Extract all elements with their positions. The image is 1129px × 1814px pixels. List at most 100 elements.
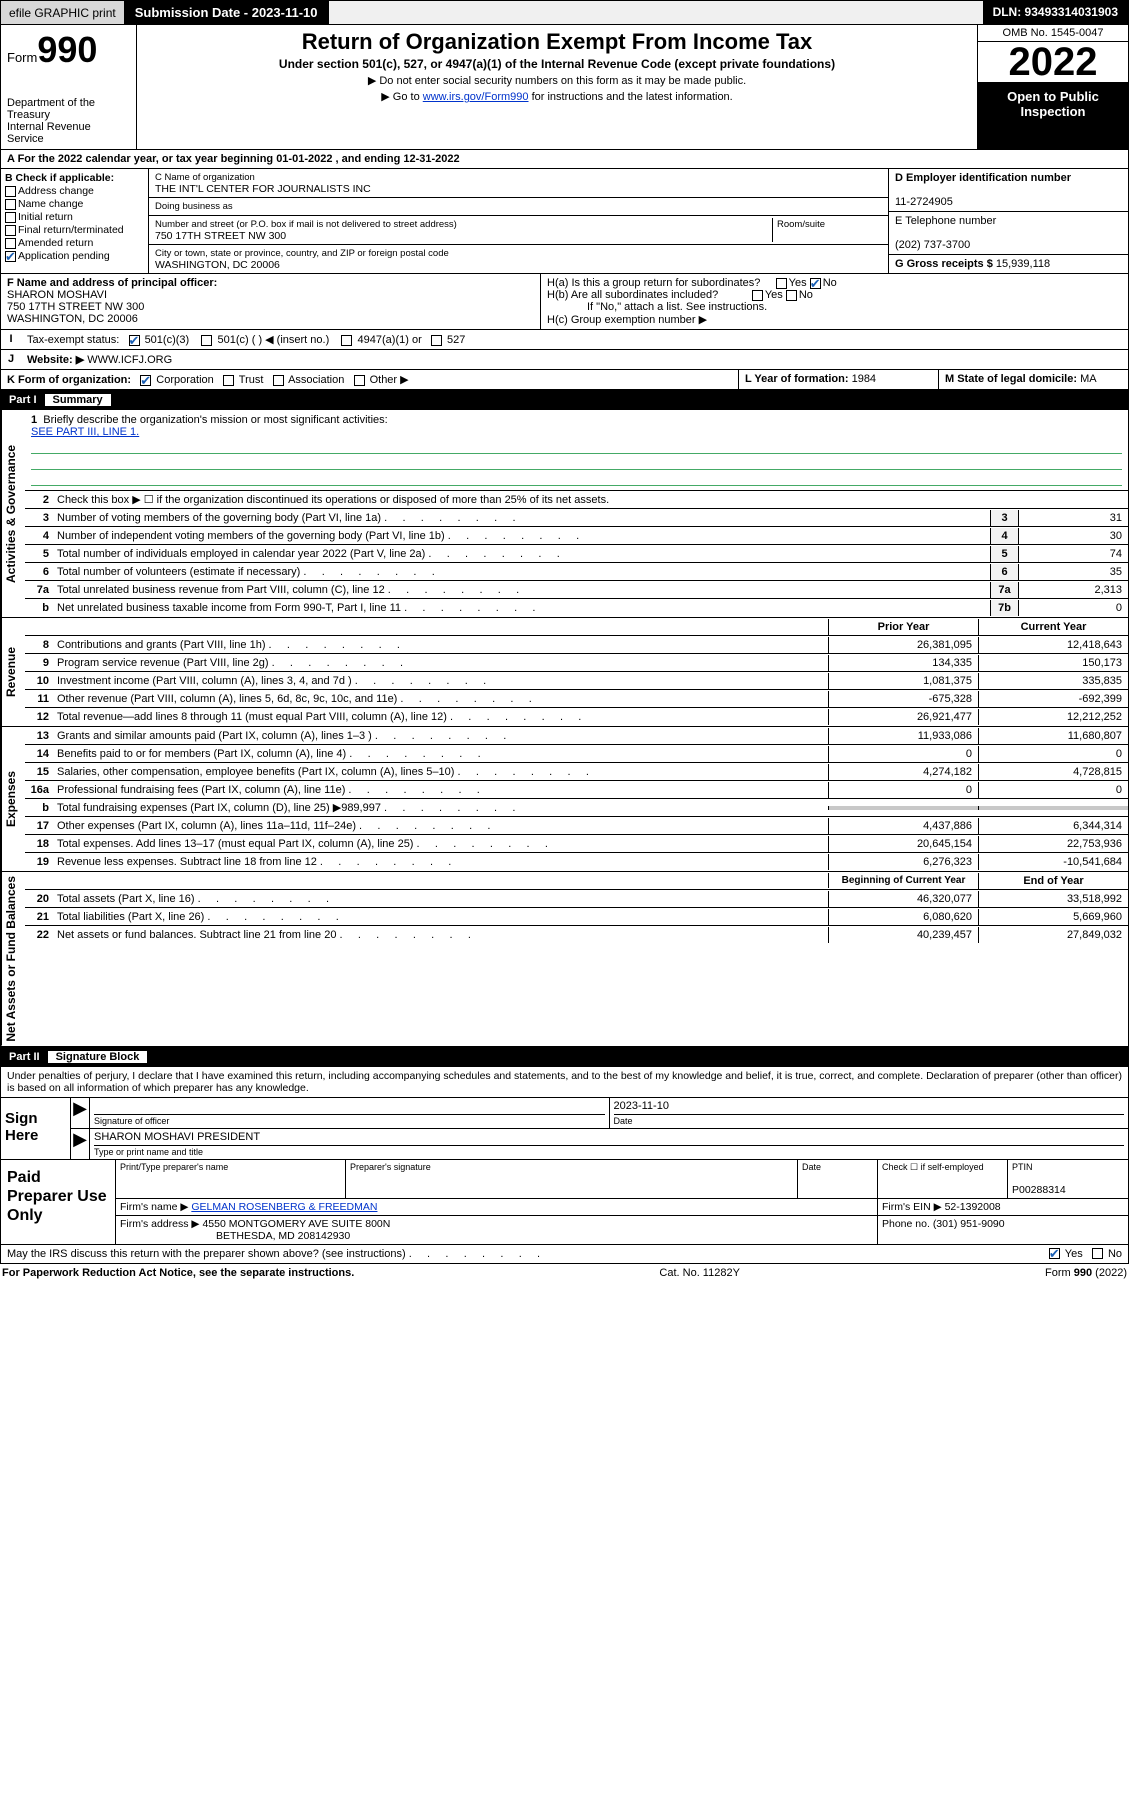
box-h: H(a) Is this a group return for subordin… — [541, 274, 1128, 329]
row-cy: 0 — [978, 746, 1128, 762]
row-cy: 33,518,992 — [978, 891, 1128, 907]
row-t: Net assets or fund balances. Subtract li… — [53, 927, 828, 943]
row-py: 4,274,182 — [828, 764, 978, 780]
row-t: Investment income (Part VIII, column (A)… — [53, 673, 828, 689]
row-t: Total unrelated business revenue from Pa… — [53, 582, 990, 598]
gov-row-7a: 7a Total unrelated business revenue from… — [25, 581, 1128, 599]
firm-name-link[interactable]: GELMAN ROSENBERG & FREEDMAN — [191, 1201, 377, 1213]
eoy-hdr: End of Year — [978, 873, 1128, 889]
submission-date: Submission Date - 2023-11-10 — [125, 1, 329, 24]
efile-button[interactable]: efile GRAPHIC print — [1, 1, 125, 24]
section-expenses: Expenses 13 Grants and similar amounts p… — [0, 727, 1129, 872]
form-subtitle: Under section 501(c), 527, or 4947(a)(1)… — [145, 57, 969, 71]
footer-right: Form 990 (2022) — [1045, 1267, 1127, 1279]
row-cy — [978, 806, 1128, 810]
row-py: 11,933,086 — [828, 728, 978, 744]
form-word: Form — [7, 50, 37, 65]
row-py: 0 — [828, 782, 978, 798]
row-t: Total liabilities (Part X, line 26) — [53, 909, 828, 925]
tab-net: Net Assets or Fund Balances — [1, 872, 25, 1046]
row-t: Number of voting members of the governin… — [53, 510, 990, 526]
sig-officer-cell[interactable]: Signature of officer — [89, 1098, 609, 1128]
cb-amended[interactable]: Amended return — [5, 237, 144, 249]
cb-app-pending[interactable]: Application pending — [5, 250, 144, 262]
exp-body: 13 Grants and similar amounts paid (Part… — [25, 727, 1128, 871]
firm-phone-cell: Phone no. (301) 951-9090 — [878, 1216, 1128, 1244]
rev-row-10: 10 Investment income (Part VIII, column … — [25, 672, 1128, 690]
row-n: b — [25, 800, 53, 816]
col-c: C Name of organizationTHE INT'L CENTER F… — [149, 169, 888, 273]
officer-addr2: WASHINGTON, DC 20006 — [7, 313, 138, 325]
top-bar: efile GRAPHIC print Submission Date - 20… — [0, 0, 1129, 25]
header-right: OMB No. 1545-0047 2022 Open to Public In… — [978, 25, 1128, 149]
prep-date-cell[interactable]: Date — [798, 1160, 878, 1198]
c-addr: Number and street (or P.O. box if mail i… — [149, 216, 888, 245]
exp-row-b: b Total fundraising expenses (Part IX, c… — [25, 799, 1128, 817]
row-n: 4 — [25, 528, 53, 544]
dept-treasury: Department of the Treasury Internal Reve… — [7, 97, 130, 145]
page-footer: For Paperwork Reduction Act Notice, see … — [0, 1264, 1129, 1282]
note2-post: for instructions and the latest informat… — [529, 91, 733, 103]
row-bn: 7a — [990, 582, 1018, 598]
section-governance: Activities & Governance 1 Briefly descri… — [0, 410, 1129, 618]
form-number: Form990 — [7, 29, 130, 71]
row-cy: 27,849,032 — [978, 927, 1128, 943]
i-content: Tax-exempt status: 501(c)(3) 501(c) ( ) … — [21, 330, 1128, 349]
c-city: City or town, state or province, country… — [149, 245, 888, 273]
d-ein: D Employer identification number11-27249… — [889, 169, 1128, 212]
discuss-yn: Yes No — [1049, 1248, 1122, 1260]
net-body: Beginning of Current Year End of Year 20… — [25, 872, 1128, 1046]
prep-name-cell[interactable]: Print/Type preparer's name — [116, 1160, 346, 1198]
row-py: 0 — [828, 746, 978, 762]
row-n: 12 — [25, 709, 53, 725]
c-dba: Doing business as — [149, 198, 888, 216]
row-n: 14 — [25, 746, 53, 762]
row-t: Total expenses. Add lines 13–17 (must eq… — [53, 836, 828, 852]
rev-body: Prior Year Current Year 8 Contributions … — [25, 618, 1128, 726]
row-bn: 4 — [990, 528, 1018, 544]
cb-name-change[interactable]: Name change — [5, 198, 144, 210]
row-v: 2,313 — [1018, 582, 1128, 598]
row-n: 15 — [25, 764, 53, 780]
cb-initial-return[interactable]: Initial return — [5, 211, 144, 223]
hb2-text: If "No," attach a list. See instructions… — [547, 301, 1122, 313]
row-cy: -692,399 — [978, 691, 1128, 707]
line-fh: F Name and address of principal officer:… — [0, 274, 1129, 330]
prep-sig-cell[interactable]: Preparer's signature — [346, 1160, 798, 1198]
exp-row-14: 14 Benefits paid to or for members (Part… — [25, 745, 1128, 763]
net-row-21: 21 Total liabilities (Part X, line 26) 6… — [25, 908, 1128, 926]
exp-row-13: 13 Grants and similar amounts paid (Part… — [25, 727, 1128, 745]
line-klm: K Form of organization: Corporation Trus… — [0, 370, 1129, 390]
sig-arrow-1: ▶ — [71, 1098, 89, 1128]
d-tel: E Telephone number(202) 737-3700 — [889, 212, 1128, 255]
ein-val: 11-2724905 — [895, 196, 953, 208]
form-title: Return of Organization Exempt From Incom… — [145, 29, 969, 55]
prep-check-cell[interactable]: Check ☐ if self-employed — [878, 1160, 1008, 1198]
q1-block: 1 Briefly describe the organization's mi… — [25, 410, 1128, 490]
b-header: B Check if applicable: — [5, 172, 144, 184]
cb-address-change[interactable]: Address change — [5, 185, 144, 197]
row-t: Grants and similar amounts paid (Part IX… — [53, 728, 828, 744]
q1-link[interactable]: SEE PART III, LINE 1. — [31, 426, 139, 438]
gov-row-3: 3 Number of voting members of the govern… — [25, 509, 1128, 527]
row-n: 22 — [25, 927, 53, 943]
row-bn: 5 — [990, 546, 1018, 562]
line-l: L Year of formation: 1984 — [738, 370, 938, 389]
tab-governance: Activities & Governance — [1, 410, 25, 617]
org-addr: 750 17TH STREET NW 300 — [155, 230, 286, 242]
exp-row-16a: 16a Professional fundraising fees (Part … — [25, 781, 1128, 799]
irs-link[interactable]: www.irs.gov/Form990 — [423, 91, 529, 103]
cb-final-return[interactable]: Final return/terminated — [5, 224, 144, 236]
net-row-20: 20 Total assets (Part X, line 16) 46,320… — [25, 890, 1128, 908]
row-n: 7a — [25, 582, 53, 598]
row-t: Other revenue (Part VIII, column (A), li… — [53, 691, 828, 707]
row-cy: 22,753,936 — [978, 836, 1128, 852]
gov-row-7b: b Net unrelated business taxable income … — [25, 599, 1128, 617]
row-t: Other expenses (Part IX, column (A), lin… — [53, 818, 828, 834]
gov-row-6: 6 Total number of volunteers (estimate i… — [25, 563, 1128, 581]
row-py: 20,645,154 — [828, 836, 978, 852]
rev-hdr: Prior Year Current Year — [25, 618, 1128, 636]
section-revenue: Revenue Prior Year Current Year 8 Contri… — [0, 618, 1129, 727]
rev-row-9: 9 Program service revenue (Part VIII, li… — [25, 654, 1128, 672]
part1-header: Part I Summary — [0, 390, 1129, 410]
